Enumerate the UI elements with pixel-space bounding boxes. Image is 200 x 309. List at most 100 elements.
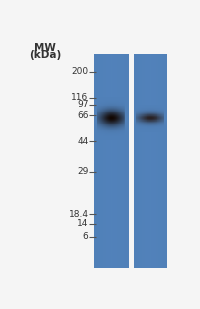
Bar xyxy=(124,128,125,129)
Bar xyxy=(147,111,148,112)
Bar xyxy=(137,108,138,109)
Bar xyxy=(136,121,137,122)
Bar xyxy=(97,139,98,140)
Bar xyxy=(120,131,121,132)
Bar xyxy=(141,122,142,123)
Bar xyxy=(150,107,151,108)
Bar xyxy=(97,101,98,102)
Bar xyxy=(111,127,112,128)
Bar xyxy=(111,107,112,108)
Bar xyxy=(113,115,114,116)
Bar xyxy=(140,120,141,121)
Bar xyxy=(123,137,124,138)
Bar xyxy=(158,128,159,129)
Bar xyxy=(150,120,151,121)
Bar xyxy=(106,134,107,135)
Bar xyxy=(113,108,114,109)
Bar xyxy=(119,115,120,116)
Bar xyxy=(103,100,104,101)
Bar xyxy=(105,54,106,268)
Bar xyxy=(108,103,109,104)
Text: 44: 44 xyxy=(77,137,89,146)
Bar xyxy=(122,125,123,126)
Bar xyxy=(114,114,115,115)
Bar xyxy=(102,124,103,125)
Bar xyxy=(97,102,98,103)
Bar xyxy=(112,119,113,120)
Bar xyxy=(106,54,107,268)
Bar xyxy=(104,122,105,123)
Bar xyxy=(107,113,108,114)
Bar xyxy=(138,131,139,132)
Bar xyxy=(101,132,102,133)
Bar xyxy=(150,112,151,113)
Bar xyxy=(142,109,143,110)
Bar xyxy=(123,121,124,122)
Bar xyxy=(115,139,116,140)
Bar xyxy=(110,54,111,268)
Bar xyxy=(148,125,149,126)
Bar xyxy=(160,114,161,115)
Bar xyxy=(141,110,142,111)
Bar xyxy=(116,137,117,138)
Bar xyxy=(161,125,162,126)
Bar xyxy=(146,105,147,106)
Bar xyxy=(99,121,100,122)
Bar xyxy=(146,114,147,115)
Bar xyxy=(155,126,156,127)
Bar xyxy=(116,122,117,123)
Bar xyxy=(144,125,145,126)
Bar xyxy=(113,111,114,112)
Bar xyxy=(117,137,118,138)
Bar xyxy=(114,135,115,136)
Bar xyxy=(140,106,141,107)
Bar xyxy=(145,120,146,121)
Bar xyxy=(97,115,98,116)
Bar xyxy=(147,109,148,110)
Bar xyxy=(109,114,110,115)
Bar xyxy=(158,130,159,131)
Bar xyxy=(106,115,107,116)
Bar xyxy=(108,100,109,101)
Bar xyxy=(123,129,124,130)
Bar xyxy=(161,124,162,125)
Bar xyxy=(99,125,100,126)
Bar xyxy=(142,127,143,128)
Bar xyxy=(124,132,125,133)
Bar xyxy=(139,128,140,129)
Bar xyxy=(143,111,144,112)
Bar xyxy=(103,98,104,99)
Bar xyxy=(121,116,122,117)
Bar xyxy=(110,105,111,106)
Bar xyxy=(115,115,116,116)
Bar xyxy=(114,110,115,111)
Bar xyxy=(106,129,107,130)
Bar xyxy=(150,111,151,112)
Bar xyxy=(110,120,111,121)
Bar xyxy=(116,136,117,137)
Bar xyxy=(151,123,152,124)
Bar xyxy=(102,118,103,119)
Bar xyxy=(106,130,107,131)
Bar xyxy=(111,110,112,111)
Bar xyxy=(163,115,164,116)
Bar xyxy=(144,108,145,109)
Bar xyxy=(155,115,156,116)
Bar xyxy=(110,109,111,110)
Bar xyxy=(143,129,144,130)
Bar xyxy=(119,137,120,138)
Bar xyxy=(146,110,147,111)
Bar xyxy=(147,115,148,116)
Bar xyxy=(121,105,122,106)
Bar xyxy=(124,118,125,119)
Bar xyxy=(110,112,111,113)
Bar xyxy=(110,97,111,98)
Bar xyxy=(160,119,161,120)
Bar xyxy=(118,139,119,140)
Bar xyxy=(97,127,98,128)
Bar xyxy=(136,118,137,119)
Bar xyxy=(140,128,141,129)
Bar xyxy=(119,124,120,125)
Bar xyxy=(141,124,142,125)
Bar xyxy=(120,109,121,110)
